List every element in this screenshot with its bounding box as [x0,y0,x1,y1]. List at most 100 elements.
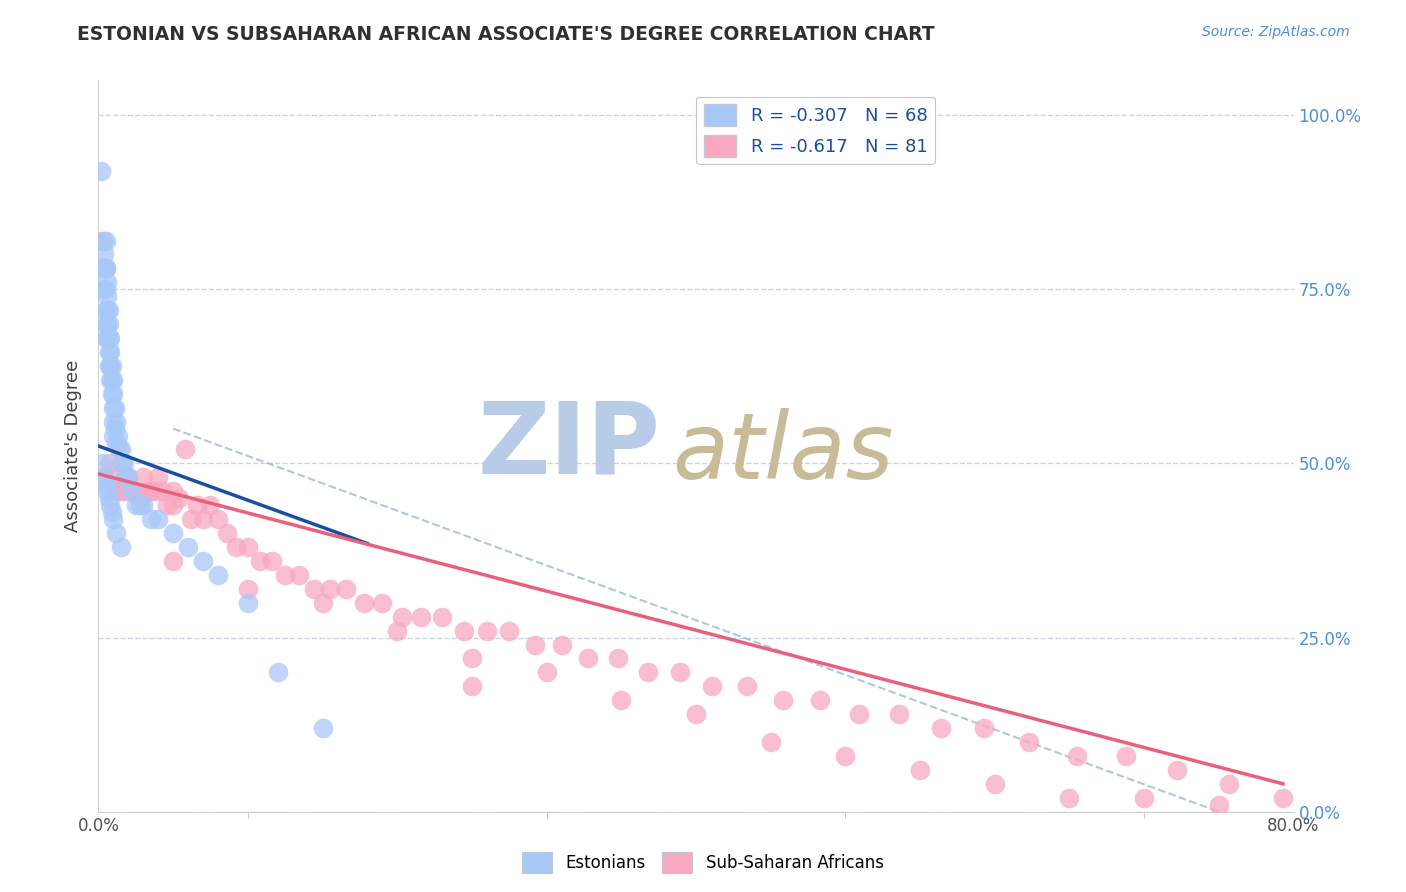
Point [93,247,115,261]
Point [550,638,572,652]
Point [236,582,259,596]
Point [430,609,453,624]
Text: ESTONIAN VS SUBSAHARAN AFRICAN ASSOCIATE'S DEGREE CORRELATION CHART: ESTONIAN VS SUBSAHARAN AFRICAN ASSOCIATE… [77,25,935,44]
Point [101,505,124,519]
Point [335,582,357,596]
Point [177,540,200,554]
Point [110,484,132,499]
Point [274,567,297,582]
Point [129,498,152,512]
Point [103,401,125,415]
Point [461,679,484,693]
Point [685,707,707,722]
Point [104,401,127,415]
Point [103,512,125,526]
Point [98,359,122,373]
Point [475,624,498,638]
Point [91,234,114,248]
Point [411,609,433,624]
Point [129,491,152,506]
Point [735,679,758,693]
Point [98,331,122,345]
Point [94,261,117,276]
Point [461,651,484,665]
Point [319,582,342,596]
Point [105,484,128,499]
Point [107,428,129,442]
Point [186,498,208,512]
Point [93,261,115,276]
Point [929,721,952,735]
Point [139,484,162,499]
Point [94,331,117,345]
Point [152,484,174,499]
Point [578,651,600,665]
Point [1066,749,1088,764]
Point [98,373,122,387]
Point [101,386,124,401]
Point [132,498,155,512]
Point [120,484,142,499]
Point [311,596,333,610]
Legend: Estonians, Sub-Saharan Africans: Estonians, Sub-Saharan Africans [516,846,890,880]
Point [132,470,155,484]
Point [104,421,127,435]
Text: atlas: atlas [672,409,893,499]
Point [973,721,995,735]
Point [105,526,128,541]
Point [353,596,375,610]
Point [498,624,520,638]
Point [94,317,117,331]
Point [103,470,125,484]
Point [117,470,139,484]
Point [162,554,184,568]
Point [1018,735,1040,749]
Point [260,554,283,568]
Point [236,540,259,554]
Point [174,442,197,457]
Point [117,470,139,484]
Point [1059,790,1081,805]
Point [311,721,333,735]
Point [91,234,114,248]
Point [1115,749,1137,764]
Point [808,693,831,707]
Point [96,289,118,303]
Point [103,386,125,401]
Point [162,498,184,512]
Point [908,763,931,777]
Point [125,498,148,512]
Point [1133,790,1156,805]
Point [536,665,558,680]
Point [287,567,309,582]
Point [91,457,114,471]
Point [112,457,135,471]
Point [94,303,117,318]
Point [453,624,475,638]
Point [136,484,159,499]
Point [1208,797,1230,812]
Point [96,303,118,318]
Point [94,261,117,276]
Point [91,261,114,276]
Point [302,582,325,596]
Point [772,693,794,707]
Point [120,484,142,499]
Point [191,554,214,568]
Point [156,498,179,512]
Point [101,359,124,373]
Point [834,749,856,764]
Point [143,484,166,499]
Point [200,498,222,512]
Point [236,596,259,610]
Point [97,491,120,506]
Point [1166,763,1188,777]
Point [607,651,630,665]
Point [391,609,413,624]
Point [110,442,132,457]
Point [637,665,659,680]
Point [94,477,117,491]
Point [523,638,546,652]
Point [162,484,184,499]
Point [98,345,122,359]
